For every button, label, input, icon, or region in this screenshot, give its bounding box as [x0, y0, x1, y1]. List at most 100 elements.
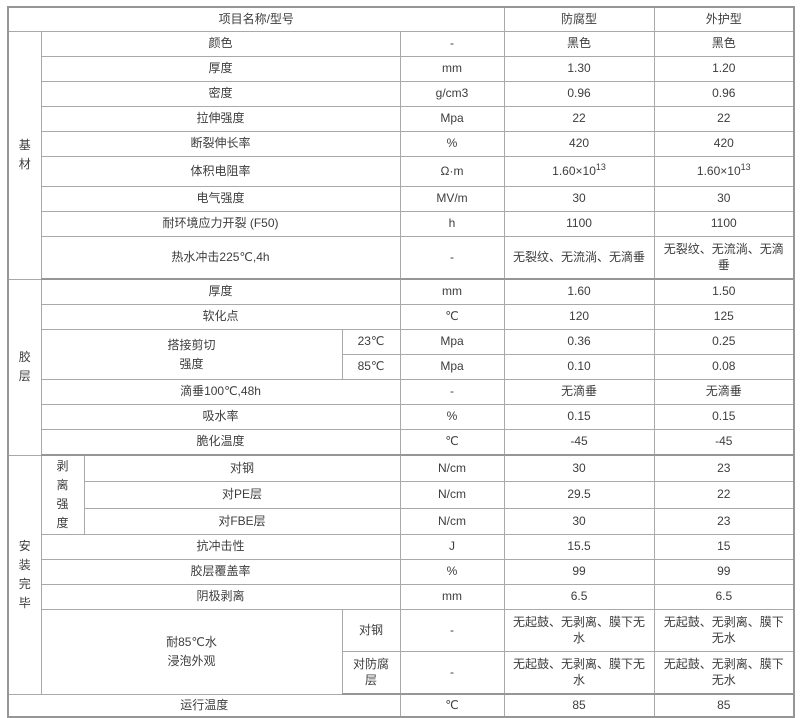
- cell-item: 运行温度: [7, 693, 401, 718]
- cell-item: 厚度: [40, 278, 401, 305]
- cell-value-waihu: 22: [653, 481, 795, 509]
- table-row: 耐85℃水 浸泡外观 对钢 - 无起鼓、无剥离、膜下无水 无起鼓、无剥离、膜下无…: [8, 609, 795, 695]
- cell-condition: 对防腐层: [341, 651, 401, 695]
- table-row: 基材 颜色 - 黑色 黑色: [7, 31, 795, 280]
- cell-unit: Ω·m: [399, 156, 505, 187]
- cell-value-fangfu: 15.5: [503, 534, 655, 560]
- cell-item: 滴垂100℃,48h: [40, 379, 401, 405]
- cell-value-waihu: 无滴垂: [653, 379, 795, 405]
- cell-item: 软化点: [40, 304, 401, 330]
- table-row: 胶层 厚度 mm 1.60 1.50: [7, 278, 795, 456]
- cell-item-water-soak: 耐85℃水 浸泡外观: [40, 609, 343, 695]
- cell-value-fangfu: 1.30: [503, 56, 655, 82]
- cell-item: 胶层覆盖率: [40, 559, 401, 585]
- cell-unit: g/cm3: [399, 81, 505, 107]
- cell-item: 断裂伸长率: [40, 131, 401, 157]
- cell-item: 对PE层: [83, 481, 401, 509]
- group-label-adhesive: 胶层: [7, 278, 42, 456]
- cell-value-fangfu: 0.36: [503, 329, 655, 355]
- cell-unit: J: [399, 534, 505, 560]
- cell-value-fangfu: 30: [503, 507, 655, 536]
- cell-value-fangfu: 85: [503, 693, 655, 718]
- cell-value-fangfu: 0.15: [503, 404, 655, 430]
- cell-value-waihu: 1100: [653, 211, 795, 237]
- cell-item: 热水冲击225℃,4h: [40, 236, 401, 280]
- cell-value-fangfu: 30: [503, 454, 655, 483]
- cell-unit: %: [399, 404, 505, 430]
- cell-value-waihu: 30: [653, 186, 795, 212]
- cell-value-fangfu: 1100: [503, 211, 655, 237]
- cell-value-fangfu: 6.5: [503, 584, 655, 610]
- cell-unit: ℃: [399, 304, 505, 330]
- group-label-base: 基材: [7, 31, 42, 280]
- cell-unit: mm: [399, 584, 505, 610]
- cell-value-fangfu: 0.10: [503, 354, 655, 380]
- value-exponent: 13: [595, 161, 606, 172]
- cell-value-fangfu: 0.96: [503, 81, 655, 107]
- cell-item: 电气强度: [40, 186, 401, 212]
- cell-unit: N/cm: [399, 481, 505, 509]
- cell-item: 抗冲击性: [40, 534, 401, 560]
- cell-value-fangfu: 120: [503, 304, 655, 330]
- cell-value-fangfu: 无裂纹、无流淌、无滴垂: [503, 236, 655, 280]
- soak-label-line2: 浸泡外观: [167, 653, 216, 668]
- cell-value-fangfu: 30: [503, 186, 655, 212]
- cell-unit: -: [399, 31, 505, 57]
- cell-unit: -: [399, 651, 505, 695]
- header-title: 项目名称/型号: [7, 6, 505, 32]
- cell-value-fangfu: 420: [503, 131, 655, 157]
- table-row: 抗冲击性 J 15.5 15: [8, 534, 795, 560]
- group-label-text: 胶层: [18, 350, 31, 383]
- cell-value-waihu: 1.50: [653, 278, 795, 305]
- table-row: 对FBE层 N/cm 30 23: [8, 507, 795, 536]
- table-row: 脆化温度 ℃ -45 -45: [8, 429, 795, 456]
- cell-value-waihu: -45: [653, 429, 795, 456]
- table-row: 阴极剥离 mm 6.5 6.5: [8, 584, 795, 610]
- cell-value-fangfu: 22: [503, 106, 655, 132]
- cell-unit: MV/m: [399, 186, 505, 212]
- cell-value-waihu: 0.15: [653, 404, 795, 430]
- table-row: 拉伸强度 Mpa 22 22: [8, 106, 795, 132]
- cell-condition: 23℃: [341, 329, 401, 355]
- value-base: 1.60×10: [552, 163, 596, 178]
- cell-value-waihu: 85: [653, 693, 795, 718]
- cell-unit: -: [399, 236, 505, 280]
- spec-table: 项目名称/型号 防腐型 外护型 基材 颜色 - 黑色 黑色 厚度 mm 1.30…: [7, 6, 796, 718]
- cell-value-fangfu: 无起鼓、无剥离、膜下无水: [503, 609, 655, 652]
- cell-unit: Mpa: [399, 106, 505, 132]
- cell-unit: h: [399, 211, 505, 237]
- cell-value-waihu: 1.20: [653, 56, 795, 82]
- cell-value-waihu: 23: [653, 507, 795, 536]
- cell-value-waihu: 99: [653, 559, 795, 585]
- group-label-installed: 安装完毕: [7, 454, 42, 695]
- value-base: 1.60×10: [696, 163, 741, 178]
- cell-unit: %: [399, 559, 505, 585]
- cell-item: 颜色: [40, 31, 401, 57]
- table-row: 断裂伸长率 % 420 420: [8, 131, 795, 157]
- table-row: 耐环境应力开裂 (F50) h 1100 1100: [8, 211, 795, 237]
- cell-unit: ℃: [399, 693, 505, 718]
- footer-row: 运行温度 ℃ 85 85: [7, 693, 795, 718]
- cell-item: 拉伸强度: [40, 106, 401, 132]
- shear-label-line2: 强度: [179, 356, 204, 371]
- cell-item: 密度: [40, 81, 401, 107]
- shear-label-line1: 搭接剪切: [167, 337, 216, 352]
- table-row: 滴垂100℃,48h - 无滴垂 无滴垂: [8, 379, 795, 405]
- cell-item: 耐环境应力开裂 (F50): [40, 211, 401, 237]
- cell-item: 对钢: [83, 454, 401, 483]
- cell-value-waihu: 无裂纹、无流淌、无滴垂: [653, 236, 795, 280]
- table-row: 热水冲击225℃,4h - 无裂纹、无流淌、无滴垂 无裂纹、无流淌、无滴垂: [8, 236, 795, 280]
- cell-unit: -: [399, 379, 505, 405]
- cell-value-waihu: 黑色: [653, 31, 795, 57]
- value-exponent: 13: [740, 161, 751, 172]
- cell-value-waihu: 23: [653, 454, 795, 483]
- table-row: 对PE层 N/cm 29.5 22: [8, 481, 795, 509]
- table-row: 胶层覆盖率 % 99 99: [8, 559, 795, 585]
- cell-value-fangfu: 无滴垂: [503, 379, 655, 405]
- table-row: 搭接剪切 强度 23℃ Mpa 0.36 0.25: [8, 329, 795, 380]
- cell-condition: 对钢: [341, 609, 401, 652]
- cell-value-fangfu: 1.60: [503, 278, 655, 305]
- cell-item: 阴极剥离: [40, 584, 401, 610]
- group-label-text: 安装完毕: [18, 538, 31, 610]
- group-label-text: 基材: [18, 138, 31, 172]
